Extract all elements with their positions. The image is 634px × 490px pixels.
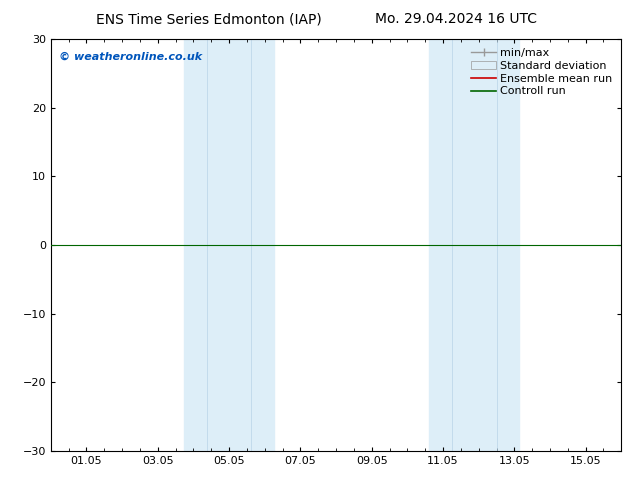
Legend: min/max, Standard deviation, Ensemble mean run, Controll run: min/max, Standard deviation, Ensemble me…: [468, 45, 616, 100]
Text: ENS Time Series Edmonton (IAP): ENS Time Series Edmonton (IAP): [96, 12, 322, 26]
Bar: [429, 39, 474, 451]
Text: Mo. 29.04.2024 16 UTC: Mo. 29.04.2024 16 UTC: [375, 12, 538, 26]
Bar: [229, 39, 274, 451]
Bar: [474, 39, 519, 451]
Text: © weatheronline.co.uk: © weatheronline.co.uk: [59, 51, 202, 62]
Bar: [184, 39, 229, 451]
